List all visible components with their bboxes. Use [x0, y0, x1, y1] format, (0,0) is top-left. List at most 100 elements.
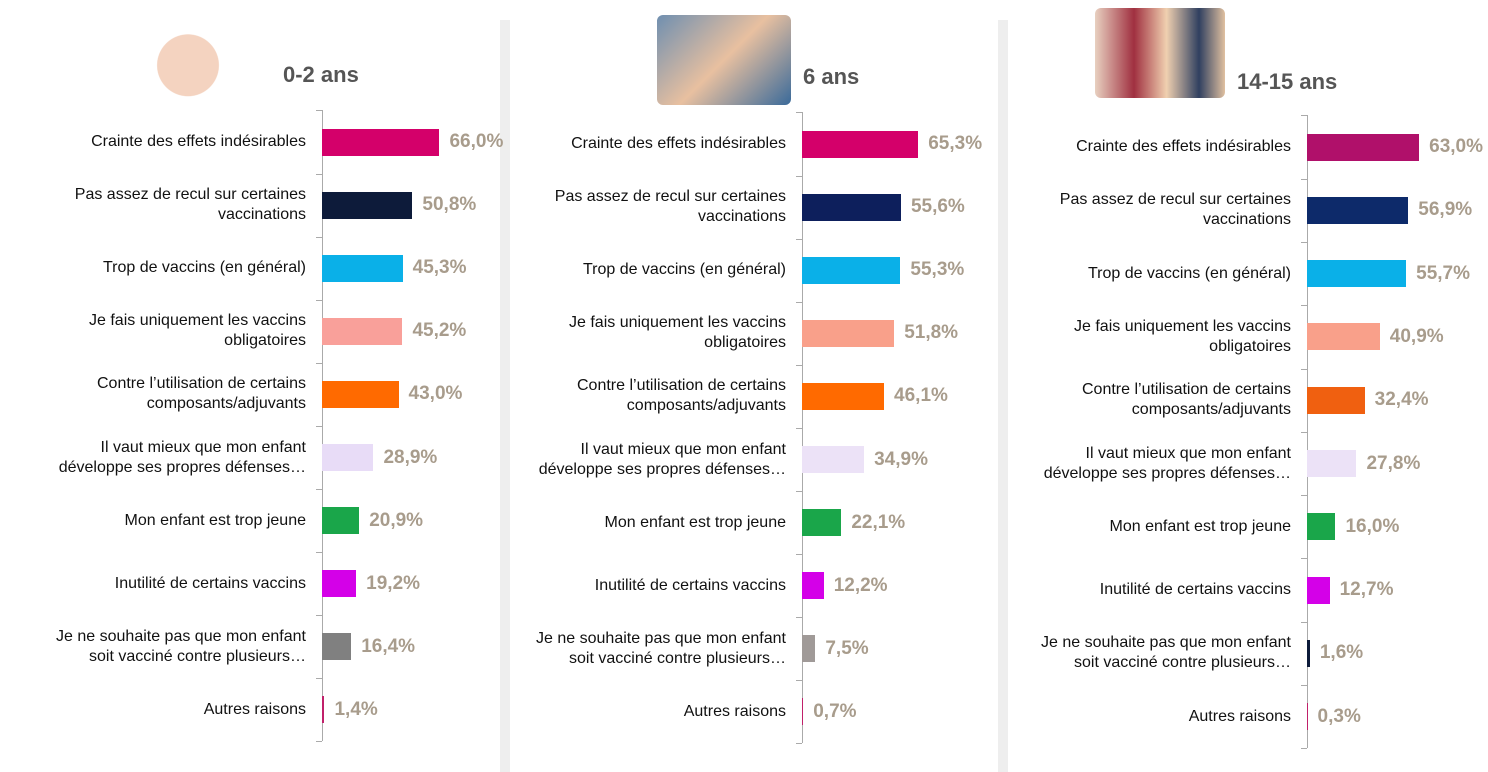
axis-tick [796, 554, 802, 555]
axis-tick [796, 491, 802, 492]
bar [322, 381, 399, 408]
category-label: Crainte des effets indésirables [0, 132, 306, 152]
value-label: 56,9% [1418, 199, 1472, 221]
category-label: Pas assez de recul sur certaines vaccina… [466, 187, 786, 227]
value-label: 63,0% [1429, 136, 1483, 158]
category-label: Je ne souhaite pas que mon enfant soit v… [466, 629, 786, 669]
axis-tick [1301, 748, 1307, 749]
axis-tick [796, 176, 802, 177]
bar [1307, 197, 1408, 224]
value-label: 12,2% [834, 575, 888, 597]
bar [1307, 387, 1365, 414]
axis-tick [1301, 558, 1307, 559]
bar [802, 257, 900, 284]
value-label: 16,4% [361, 636, 415, 658]
bar [322, 129, 439, 156]
value-label: 28,9% [383, 447, 437, 469]
axis-tick [796, 428, 802, 429]
panel-title: 14-15 ans [1237, 69, 1337, 95]
category-label: Mon enfant est trop jeune [466, 513, 786, 533]
category-label: Autres raisons [466, 702, 786, 722]
bar [802, 446, 864, 473]
value-label: 0,7% [813, 701, 856, 723]
child-image [657, 15, 791, 105]
value-label: 55,6% [911, 196, 965, 218]
value-label: 0,3% [1318, 706, 1361, 728]
bar [1307, 323, 1380, 350]
bar [322, 255, 403, 282]
bar [802, 572, 824, 599]
bar [802, 320, 894, 347]
value-label: 45,3% [413, 257, 467, 279]
bar [1307, 513, 1335, 540]
category-label: Mon enfant est trop jeune [971, 517, 1291, 537]
axis-tick [1301, 685, 1307, 686]
axis-tick [796, 239, 802, 240]
category-label: Je fais uniquement les vaccins obligatoi… [971, 317, 1291, 357]
category-label: Inutilité de certains vaccins [971, 580, 1291, 600]
axis-tick [796, 302, 802, 303]
axis-tick [316, 426, 322, 427]
axis-tick [796, 365, 802, 366]
category-label: Trop de vaccins (en général) [971, 264, 1291, 284]
bar [322, 633, 351, 660]
category-label: Je fais uniquement les vaccins obligatoi… [466, 313, 786, 353]
axis-tick [316, 741, 322, 742]
value-label: 40,9% [1390, 326, 1444, 348]
bar [1307, 450, 1356, 477]
value-label: 55,7% [1416, 263, 1470, 285]
category-label: Contre l’utilisation de certains composa… [0, 374, 306, 414]
category-label: Contre l’utilisation de certains composa… [466, 376, 786, 416]
category-label: Crainte des effets indésirables [466, 134, 786, 154]
bar [1307, 260, 1406, 287]
bar [802, 194, 901, 221]
bar [1307, 703, 1308, 730]
category-label: Il vaut mieux que mon enfant développe s… [971, 444, 1291, 484]
axis-tick [796, 743, 802, 744]
bar [1307, 134, 1419, 161]
value-label: 34,9% [874, 449, 928, 471]
axis-tick [1301, 305, 1307, 306]
axis-tick [796, 680, 802, 681]
value-label: 1,6% [1320, 642, 1363, 664]
category-label: Je fais uniquement les vaccins obligatoi… [0, 311, 306, 351]
value-label: 46,1% [894, 385, 948, 407]
axis-tick [1301, 432, 1307, 433]
bar [322, 192, 412, 219]
axis-tick [316, 237, 322, 238]
category-label: Pas assez de recul sur certaines vaccina… [0, 185, 306, 225]
panel-title: 0-2 ans [283, 62, 359, 88]
value-label: 20,9% [369, 510, 423, 532]
page: (() => { const data = JSON.parse(documen… [0, 0, 1488, 772]
value-label: 7,5% [825, 638, 868, 660]
category-label: Inutilité de certains vaccins [466, 576, 786, 596]
value-label: 19,2% [366, 573, 420, 595]
axis-tick [316, 678, 322, 679]
bar [1307, 640, 1310, 667]
category-label: Autres raisons [0, 700, 306, 720]
category-label: Autres raisons [971, 707, 1291, 727]
axis-tick [796, 112, 802, 113]
bar [802, 383, 884, 410]
category-label: Il vaut mieux que mon enfant développe s… [0, 438, 306, 478]
category-label: Crainte des effets indésirables [971, 137, 1291, 157]
bar [1307, 577, 1330, 604]
value-label: 27,8% [1366, 453, 1420, 475]
bar [322, 570, 356, 597]
axis-tick [316, 300, 322, 301]
bar [802, 635, 815, 662]
bar [322, 507, 359, 534]
baby-image [128, 18, 248, 104]
bar [802, 131, 918, 158]
value-label: 12,7% [1340, 579, 1394, 601]
value-label: 51,8% [904, 322, 958, 344]
axis-tick [316, 552, 322, 553]
axis-tick [316, 110, 322, 111]
panel-title: 6 ans [803, 64, 859, 90]
value-label: 1,4% [334, 699, 377, 721]
axis-tick [1301, 495, 1307, 496]
category-label: Je ne souhaite pas que mon enfant soit v… [0, 627, 306, 667]
category-label: Inutilité de certains vaccins [0, 574, 306, 594]
axis-tick [1301, 369, 1307, 370]
category-label: Mon enfant est trop jeune [0, 511, 306, 531]
